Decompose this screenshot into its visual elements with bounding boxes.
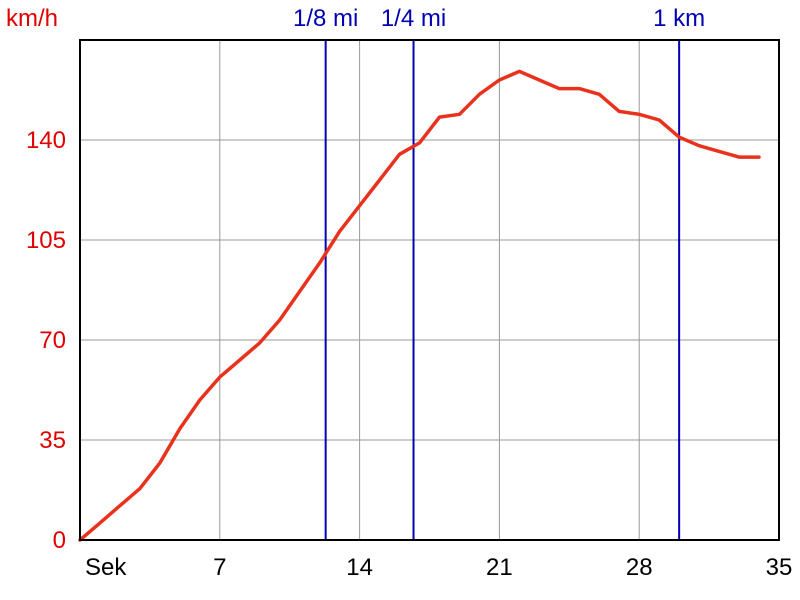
marker-label-2: 1 km [653, 5, 705, 32]
x-tick-label-2: 21 [486, 554, 513, 581]
marker-labels: 1/8 mi 1/4 mi 1 km [293, 5, 705, 32]
x-tick-labels: 7 14 21 28 35 [213, 554, 792, 581]
y-tick-label-1: 35 [39, 427, 66, 454]
y-tick-labels: 0 35 70 105 140 [26, 127, 66, 554]
x-tick-label-1: 14 [346, 554, 373, 581]
marker-label-0: 1/8 mi [293, 5, 358, 32]
y-tick-label-3: 105 [26, 227, 66, 254]
x-tick-label-0: 7 [213, 554, 226, 581]
speed-series-line [78, 69, 761, 542]
y-axis-label: km/h [6, 5, 58, 32]
y-tick-label-0: 0 [53, 527, 66, 554]
y-tick-label-4: 140 [26, 127, 66, 154]
plot-frame [79, 39, 780, 541]
marker-label-1: 1/4 mi [381, 5, 446, 32]
x-tick-label-3: 28 [626, 554, 653, 581]
x-axis-label: Sek [85, 554, 127, 581]
grid-lines [80, 40, 780, 541]
distance-markers [324, 40, 681, 540]
x-tick-label-4: 35 [766, 554, 793, 581]
y-tick-label-2: 70 [39, 327, 66, 354]
